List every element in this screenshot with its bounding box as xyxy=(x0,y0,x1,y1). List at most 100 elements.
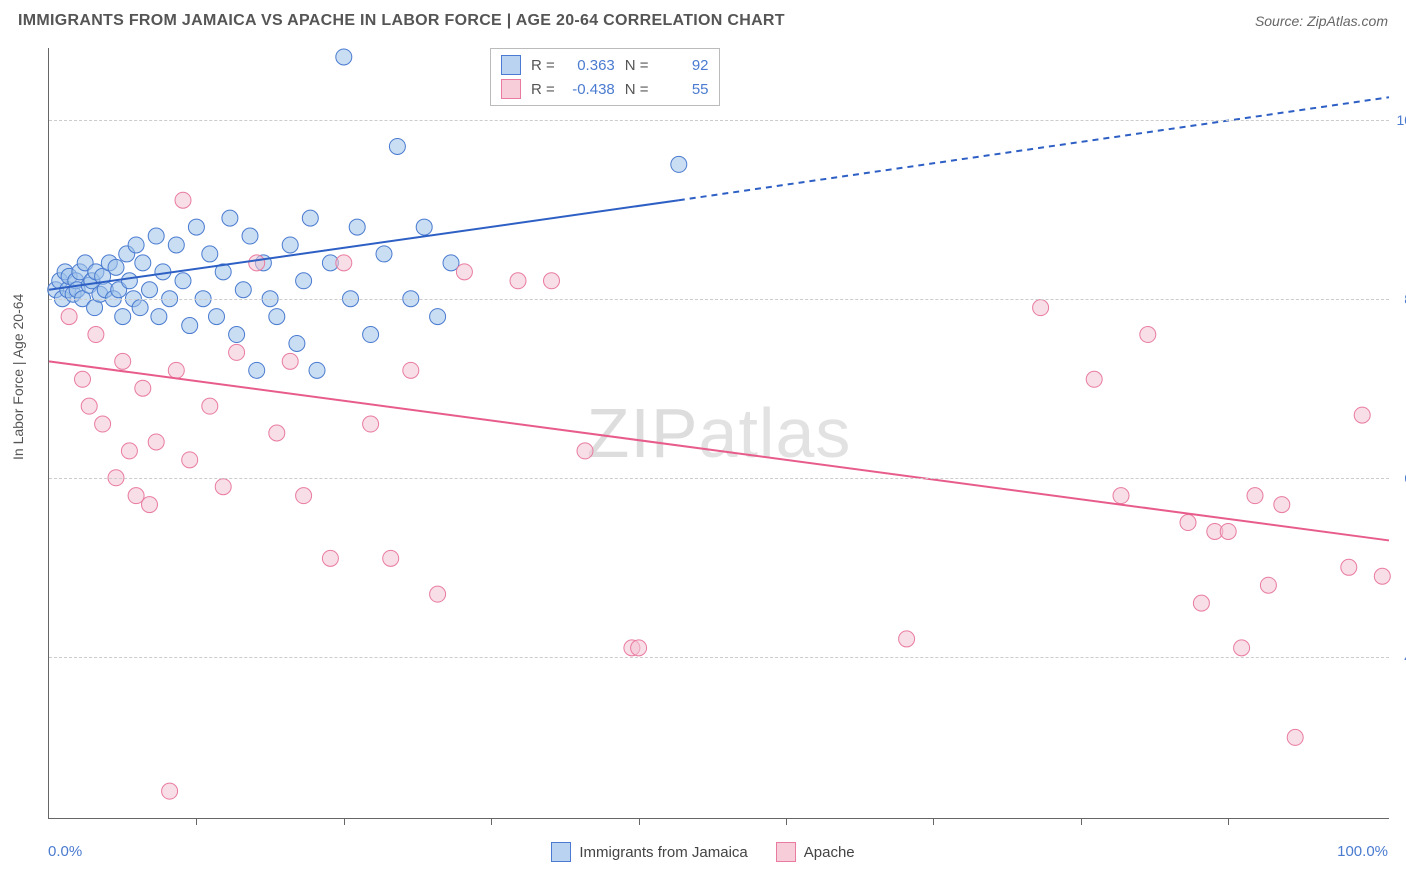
x-tick xyxy=(1228,818,1229,825)
scatter-svg xyxy=(49,48,1389,818)
x-tick xyxy=(491,818,492,825)
bottom-legend: Immigrants from Jamaica Apache xyxy=(0,842,1406,862)
point-apache xyxy=(1247,488,1263,504)
point-apache xyxy=(1260,577,1276,593)
point-apache xyxy=(1234,640,1250,656)
x-tick xyxy=(933,818,934,825)
point-apache xyxy=(336,255,352,271)
point-apache xyxy=(88,327,104,343)
point-jamaica xyxy=(235,282,251,298)
point-jamaica xyxy=(209,309,225,325)
point-jamaica xyxy=(151,309,167,325)
legend-label-apache: Apache xyxy=(804,844,855,861)
n-label-1: N = xyxy=(625,57,649,74)
point-apache xyxy=(1220,523,1236,539)
n-value-1: 92 xyxy=(659,57,709,74)
point-jamaica xyxy=(430,309,446,325)
point-jamaica xyxy=(242,228,258,244)
point-apache xyxy=(1341,559,1357,575)
point-apache xyxy=(1033,300,1049,316)
point-apache xyxy=(182,452,198,468)
gridline-h xyxy=(49,478,1389,479)
stats-row-2: R = -0.438 N = 55 xyxy=(501,77,709,101)
gridline-h xyxy=(49,299,1389,300)
point-jamaica xyxy=(349,219,365,235)
point-apache xyxy=(1354,407,1370,423)
x-tick xyxy=(639,818,640,825)
point-jamaica xyxy=(148,228,164,244)
point-jamaica xyxy=(108,259,124,275)
legend-item-jamaica: Immigrants from Jamaica xyxy=(551,842,747,862)
point-jamaica xyxy=(142,282,158,298)
gridline-h xyxy=(49,657,1389,658)
point-apache xyxy=(148,434,164,450)
r-value-2: -0.438 xyxy=(565,81,615,98)
point-jamaica xyxy=(309,362,325,378)
trendline-apache xyxy=(49,361,1389,540)
x-tick xyxy=(786,818,787,825)
point-jamaica xyxy=(135,255,151,271)
trendline-dashed-jamaica xyxy=(679,97,1389,200)
n-value-2: 55 xyxy=(659,81,709,98)
r-label-1: R = xyxy=(531,57,555,74)
point-jamaica xyxy=(376,246,392,262)
r-label-2: R = xyxy=(531,81,555,98)
point-apache xyxy=(121,443,137,459)
point-jamaica xyxy=(168,237,184,253)
point-jamaica xyxy=(249,362,265,378)
swatch-jamaica xyxy=(501,55,521,75)
point-apache xyxy=(115,353,131,369)
point-jamaica xyxy=(175,273,191,289)
point-jamaica xyxy=(671,156,687,172)
source-label: Source: ZipAtlas.com xyxy=(1255,13,1388,29)
point-apache xyxy=(1287,729,1303,745)
point-apache xyxy=(1113,488,1129,504)
x-axis-min-label: 0.0% xyxy=(48,843,82,860)
n-label-2: N = xyxy=(625,81,649,98)
swatch-apache xyxy=(501,79,521,99)
point-apache xyxy=(202,398,218,414)
point-apache xyxy=(162,783,178,799)
point-jamaica xyxy=(302,210,318,226)
point-jamaica xyxy=(363,327,379,343)
point-apache xyxy=(510,273,526,289)
point-apache xyxy=(1180,515,1196,531)
point-apache xyxy=(1193,595,1209,611)
point-apache xyxy=(229,344,245,360)
point-jamaica xyxy=(389,138,405,154)
point-apache xyxy=(1274,497,1290,513)
legend-item-apache: Apache xyxy=(776,842,855,862)
point-apache xyxy=(296,488,312,504)
legend-label-jamaica: Immigrants from Jamaica xyxy=(579,844,747,861)
point-jamaica xyxy=(202,246,218,262)
point-apache xyxy=(61,309,77,325)
legend-swatch-apache xyxy=(776,842,796,862)
point-jamaica xyxy=(222,210,238,226)
x-tick xyxy=(1081,818,1082,825)
point-apache xyxy=(95,416,111,432)
point-apache xyxy=(269,425,285,441)
point-apache xyxy=(215,479,231,495)
point-apache xyxy=(544,273,560,289)
r-value-1: 0.363 xyxy=(565,57,615,74)
point-apache xyxy=(1374,568,1390,584)
gridline-h xyxy=(49,120,1389,121)
point-apache xyxy=(631,640,647,656)
point-apache xyxy=(322,550,338,566)
point-apache xyxy=(383,550,399,566)
point-apache xyxy=(135,380,151,396)
point-apache xyxy=(168,362,184,378)
point-jamaica xyxy=(121,273,137,289)
y-tick-label: 100.0% xyxy=(1397,112,1406,128)
point-jamaica xyxy=(115,309,131,325)
point-apache xyxy=(899,631,915,647)
point-jamaica xyxy=(132,300,148,316)
point-apache xyxy=(577,443,593,459)
chart-plot-area: ZIPatlas 40.0%60.0%80.0%100.0% xyxy=(48,48,1389,819)
point-jamaica xyxy=(296,273,312,289)
point-jamaica xyxy=(282,237,298,253)
point-apache xyxy=(1140,327,1156,343)
point-apache xyxy=(456,264,472,280)
point-apache xyxy=(403,362,419,378)
stats-legend-box: R = 0.363 N = 92 R = -0.438 N = 55 xyxy=(490,48,720,106)
